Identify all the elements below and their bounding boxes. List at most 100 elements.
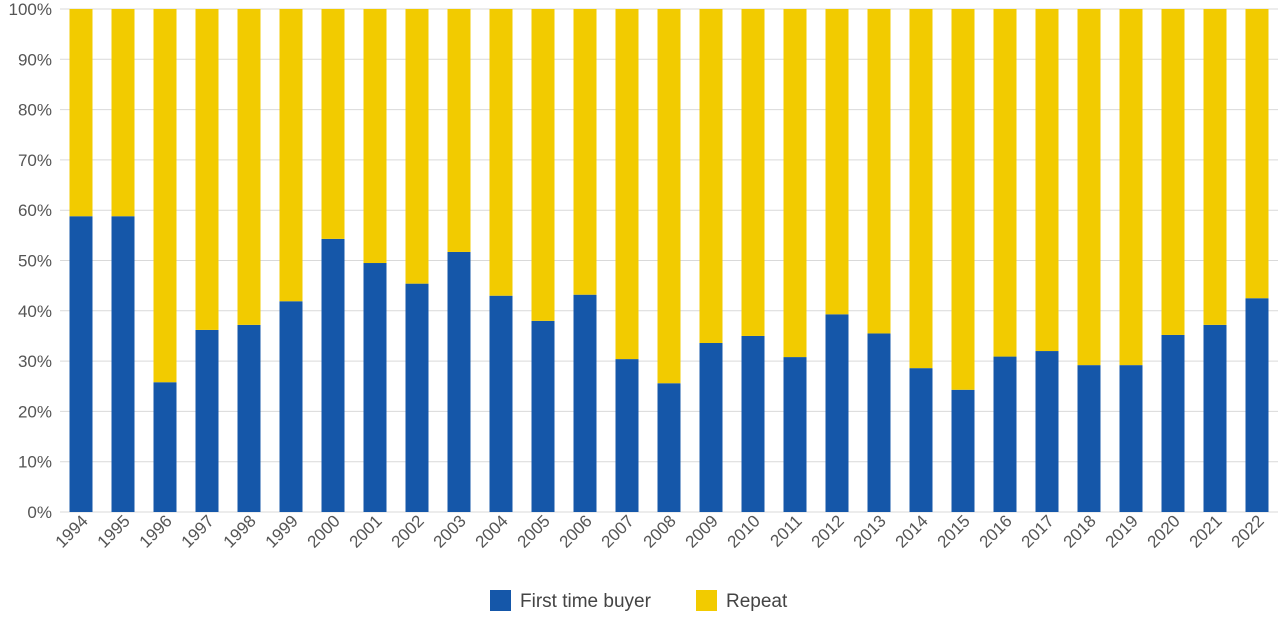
bar-repeat-2004 bbox=[489, 9, 513, 296]
bars bbox=[69, 9, 1269, 512]
bar-first-time-buyer-2006 bbox=[573, 294, 597, 512]
x-tick-label: 2009 bbox=[682, 511, 722, 551]
bar-first-time-buyer-2022 bbox=[1245, 298, 1269, 512]
bar-repeat-1998 bbox=[237, 9, 261, 325]
bar-first-time-buyer-2011 bbox=[783, 357, 807, 512]
y-tick-label: 70% bbox=[18, 151, 52, 170]
bar-first-time-buyer-2013 bbox=[867, 333, 891, 512]
bar-repeat-2001 bbox=[363, 9, 387, 264]
x-tick-label: 1994 bbox=[52, 511, 92, 551]
y-tick-label: 40% bbox=[18, 302, 52, 321]
x-axis: 1994 1995 1996 1997 1998 1999 2000 2001 2002 2003… bbox=[52, 511, 1268, 551]
legend-label-repeat: Repeat bbox=[726, 591, 788, 612]
bar-repeat-2009 bbox=[699, 9, 723, 343]
x-tick-label: 2001 bbox=[346, 511, 386, 551]
bar-first-time-buyer-1994 bbox=[69, 216, 93, 512]
y-tick-label: 60% bbox=[18, 201, 52, 220]
legend-swatch-repeat bbox=[696, 590, 717, 611]
bar-first-time-buyer-2005 bbox=[531, 320, 555, 512]
bar-first-time-buyer-1995 bbox=[111, 216, 135, 512]
x-tick-label: 2010 bbox=[724, 511, 764, 551]
x-tick-label: 2021 bbox=[1186, 511, 1226, 551]
bar-first-time-buyer-2003 bbox=[447, 251, 471, 512]
x-tick-label: 2013 bbox=[850, 511, 890, 551]
bar-first-time-buyer-2010 bbox=[741, 335, 765, 512]
x-tick-label: 2003 bbox=[430, 511, 470, 551]
x-tick-label: 2002 bbox=[388, 511, 428, 551]
x-tick-label: 2018 bbox=[1060, 511, 1100, 551]
x-tick-label: 2020 bbox=[1144, 511, 1184, 551]
legend-label-first-time-buyer: First time buyer bbox=[520, 591, 652, 612]
bar-repeat-2011 bbox=[783, 9, 807, 358]
bar-repeat-2020 bbox=[1161, 9, 1185, 335]
bar-first-time-buyer-2001 bbox=[363, 263, 387, 512]
bar-repeat-2006 bbox=[573, 9, 597, 295]
bar-repeat-1994 bbox=[69, 9, 93, 217]
x-tick-label: 2000 bbox=[304, 511, 344, 551]
x-tick-label: 2008 bbox=[640, 511, 680, 551]
bar-repeat-1997 bbox=[195, 9, 219, 330]
bar-first-time-buyer-1996 bbox=[153, 382, 177, 512]
bar-repeat-2002 bbox=[405, 9, 429, 284]
x-tick-label: 1996 bbox=[136, 511, 176, 551]
bar-first-time-buyer-2000 bbox=[321, 238, 345, 512]
y-tick-label: 90% bbox=[18, 50, 52, 69]
y-tick-label: 10% bbox=[18, 453, 52, 472]
bar-repeat-2019 bbox=[1119, 9, 1143, 366]
bar-first-time-buyer-2007 bbox=[615, 359, 639, 512]
x-tick-label: 2017 bbox=[1018, 511, 1058, 551]
x-tick-label: 2004 bbox=[472, 511, 512, 551]
bar-repeat-1996 bbox=[153, 9, 177, 383]
bar-repeat-2021 bbox=[1203, 9, 1227, 325]
bar-repeat-2003 bbox=[447, 9, 471, 252]
x-tick-label: 2022 bbox=[1228, 511, 1268, 551]
bar-repeat-2000 bbox=[321, 9, 345, 239]
bar-repeat-2012 bbox=[825, 9, 849, 315]
bar-repeat-2016 bbox=[993, 9, 1017, 357]
x-tick-label: 2019 bbox=[1102, 511, 1142, 551]
bar-first-time-buyer-2019 bbox=[1119, 365, 1143, 512]
legend-swatch-first-time-buyer bbox=[490, 590, 511, 611]
bar-first-time-buyer-2002 bbox=[405, 283, 429, 512]
bar-first-time-buyer-1998 bbox=[237, 324, 261, 512]
x-tick-label: 2007 bbox=[598, 511, 638, 551]
bar-first-time-buyer-2018 bbox=[1077, 365, 1101, 512]
bar-repeat-2022 bbox=[1245, 9, 1269, 299]
x-tick-label: 2012 bbox=[808, 511, 848, 551]
bar-repeat-1995 bbox=[111, 9, 135, 217]
y-axis: 0% 10% 20% 30% 40% 50% 60% 70% 80% 90% 100% bbox=[9, 0, 52, 522]
bar-repeat-2018 bbox=[1077, 9, 1101, 366]
y-tick-label: 80% bbox=[18, 101, 52, 120]
x-tick-label: 1997 bbox=[178, 511, 218, 551]
y-tick-label: 0% bbox=[27, 503, 52, 522]
bar-first-time-buyer-2015 bbox=[951, 389, 975, 512]
x-tick-label: 2011 bbox=[767, 511, 806, 550]
x-tick-label: 2005 bbox=[514, 511, 554, 551]
legend: First time buyer Repeat bbox=[490, 590, 788, 612]
y-tick-label: 20% bbox=[18, 402, 52, 421]
bar-first-time-buyer-2017 bbox=[1035, 351, 1059, 512]
x-tick-label: 2016 bbox=[976, 511, 1016, 551]
bar-first-time-buyer-2016 bbox=[993, 356, 1017, 512]
bar-repeat-2008 bbox=[657, 9, 681, 384]
bar-first-time-buyer-2004 bbox=[489, 295, 513, 512]
x-tick-label: 2014 bbox=[892, 511, 932, 551]
bar-first-time-buyer-1997 bbox=[195, 329, 219, 512]
bar-repeat-2015 bbox=[951, 9, 975, 390]
bar-first-time-buyer-2020 bbox=[1161, 334, 1185, 512]
y-tick-label: 30% bbox=[18, 352, 52, 371]
bar-repeat-2005 bbox=[531, 9, 555, 321]
bar-repeat-2010 bbox=[741, 9, 765, 336]
x-tick-label: 1999 bbox=[262, 511, 302, 551]
y-tick-label: 50% bbox=[18, 252, 52, 271]
bar-first-time-buyer-2008 bbox=[657, 383, 681, 512]
x-tick-label: 2015 bbox=[934, 511, 974, 551]
bar-first-time-buyer-2012 bbox=[825, 314, 849, 512]
x-tick-label: 1995 bbox=[94, 511, 134, 551]
bar-repeat-2017 bbox=[1035, 9, 1059, 352]
bar-first-time-buyer-2009 bbox=[699, 342, 723, 512]
bar-repeat-2007 bbox=[615, 9, 639, 360]
bar-repeat-2013 bbox=[867, 9, 891, 334]
bar-repeat-2014 bbox=[909, 9, 933, 369]
